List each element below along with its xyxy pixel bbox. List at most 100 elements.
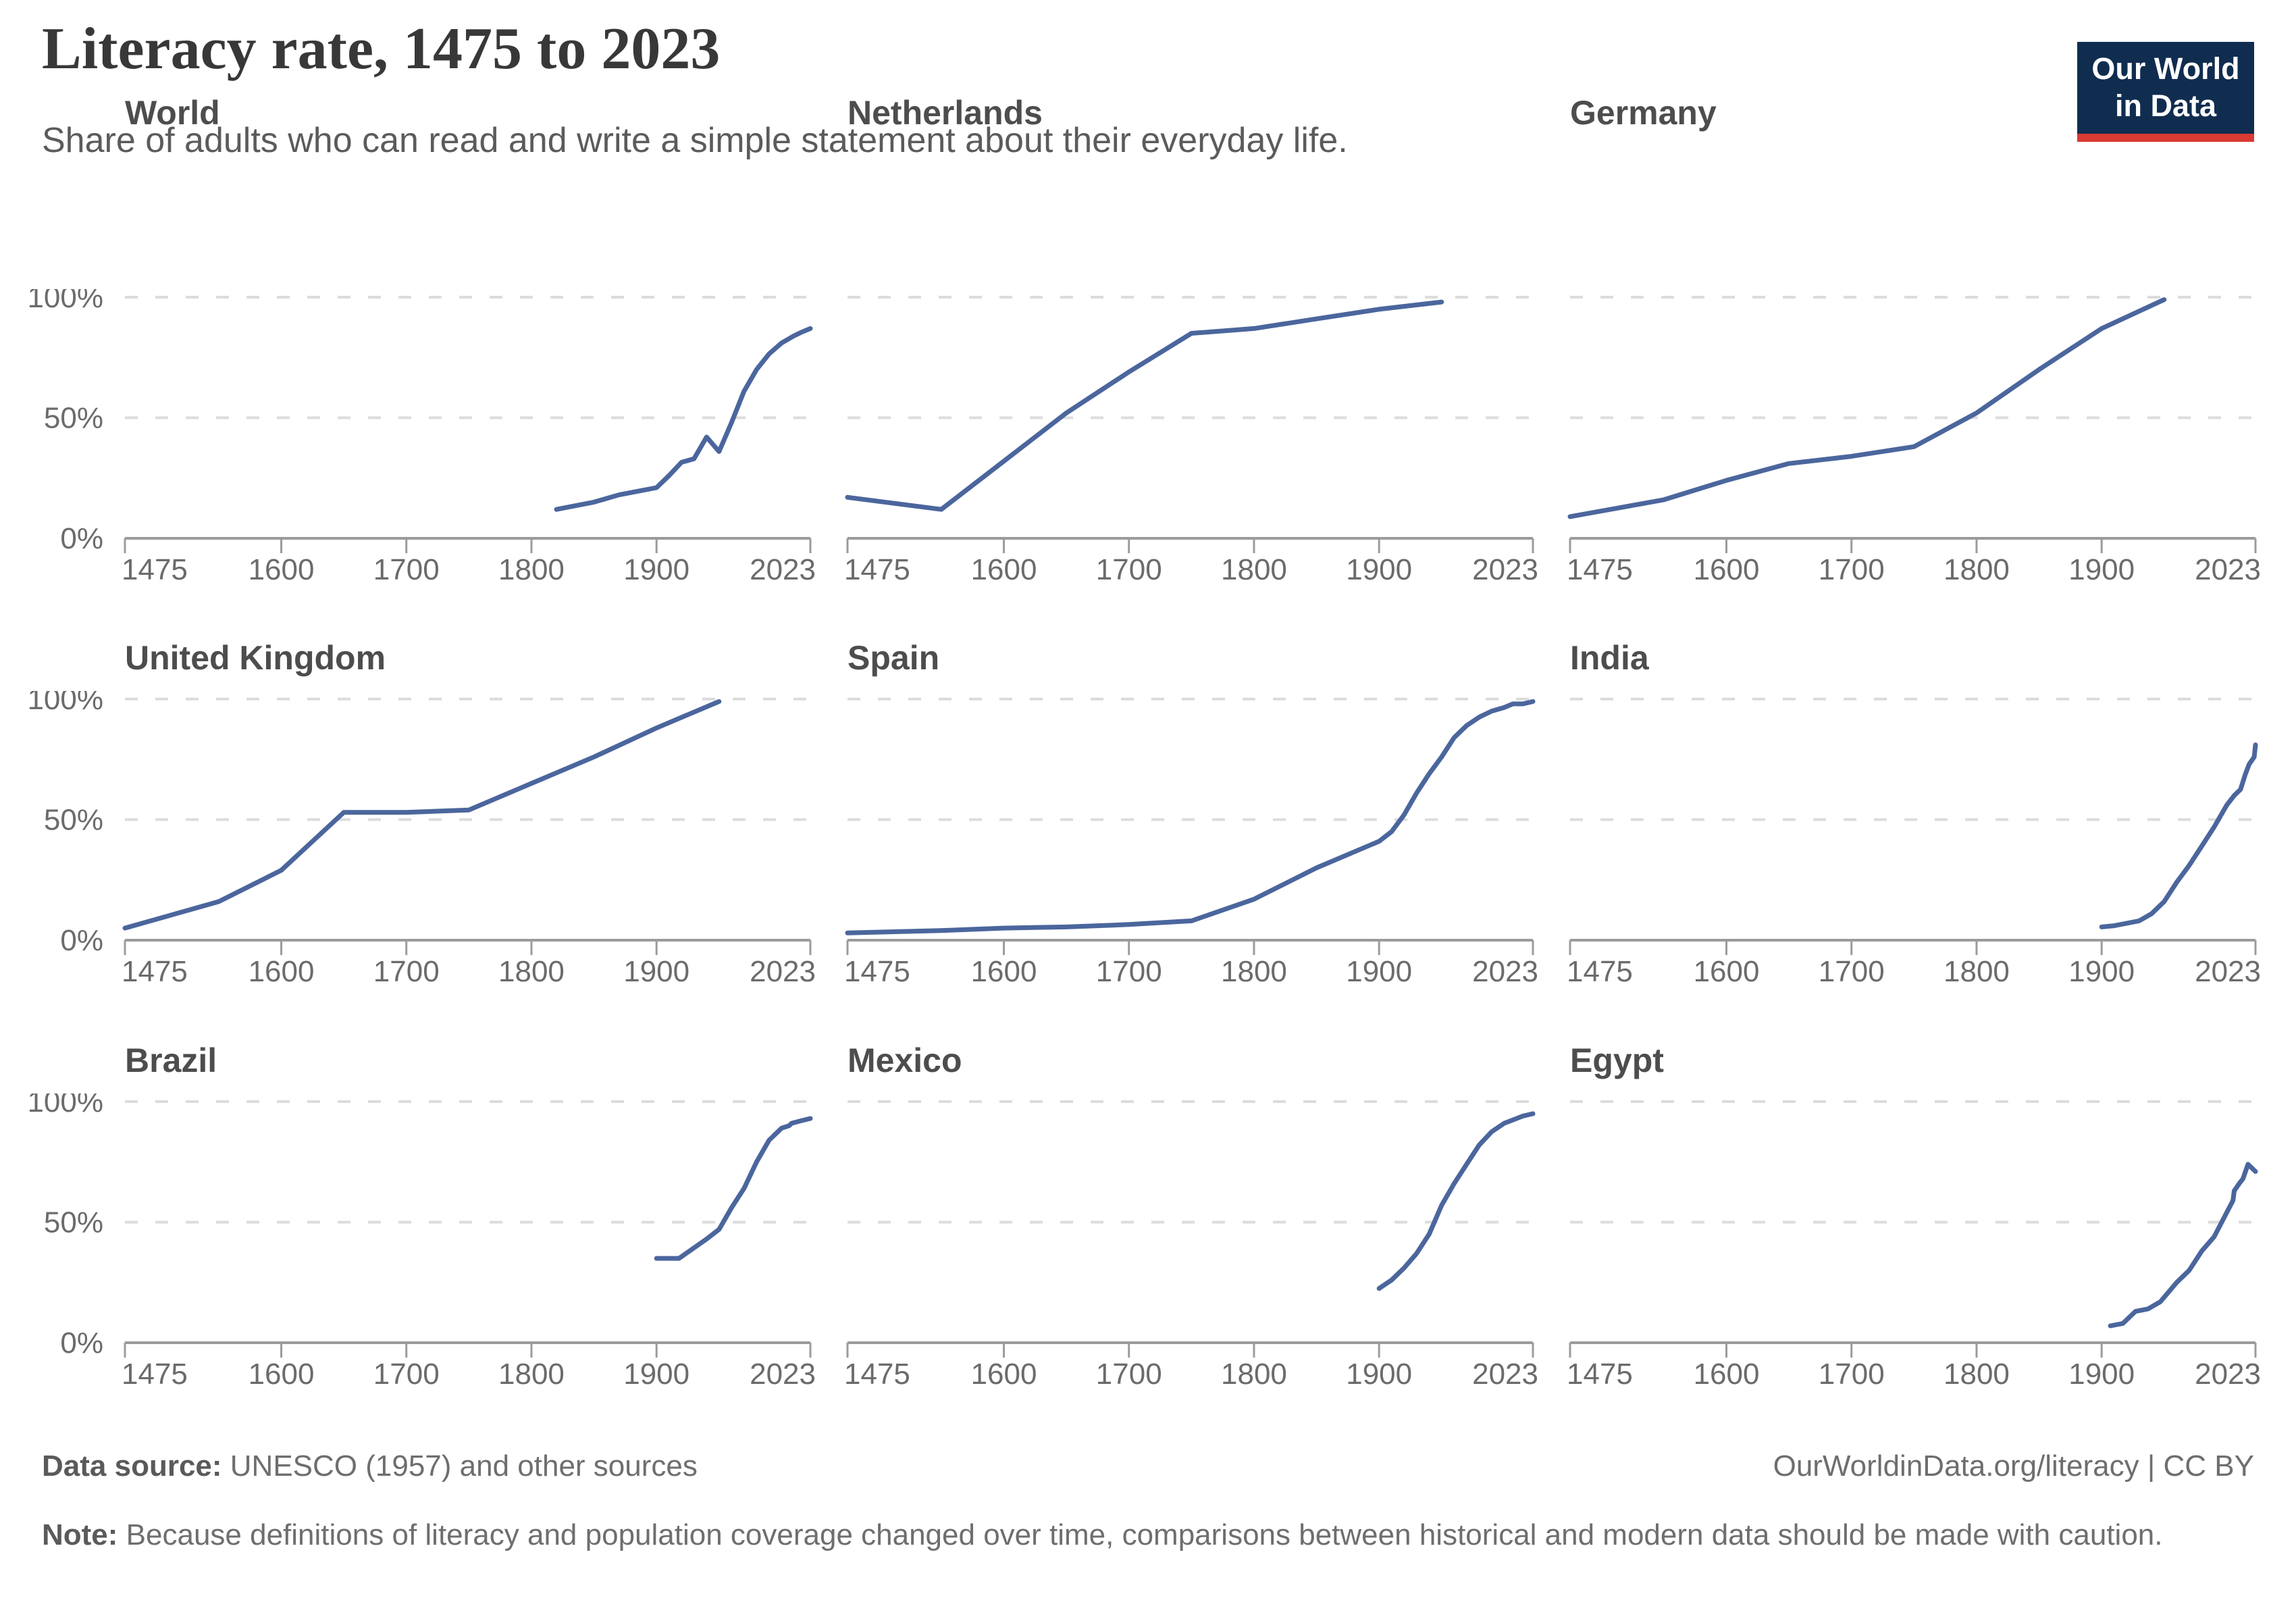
- x-tick-label-1475: 1475: [844, 553, 910, 586]
- chart-plot-united-kingdom: 1475 1600 1700 1800 1900 2023 0% 50% 100%: [27, 691, 816, 988]
- x-tick-label-2023: 2023: [750, 553, 816, 586]
- data-line-world: [554, 326, 813, 512]
- chart-plot-netherlands: 1475 1600 1700 1800 1900 2023: [844, 296, 1538, 586]
- x-tick-label-1800: 1800: [1221, 955, 1287, 988]
- x-tick-label-1475: 1475: [1567, 1358, 1633, 1391]
- x-tick-label-2023: 2023: [2195, 955, 2261, 988]
- x-tick-label-2023: 2023: [750, 1358, 816, 1391]
- x-tick-label-1475: 1475: [122, 955, 188, 988]
- x-tick-label-1900: 1900: [2068, 1358, 2135, 1391]
- chart-title-spain: Spain: [847, 639, 940, 677]
- x-tick-label-1800: 1800: [1943, 955, 2010, 988]
- data-line-mexico: [1376, 1111, 1536, 1291]
- data-source: Data source: UNESCO (1957) and other sou…: [42, 1449, 698, 1483]
- chart-title-netherlands: Netherlands: [847, 94, 1043, 132]
- x-tick-label-1800: 1800: [498, 553, 565, 586]
- x-tick-label-1475: 1475: [844, 955, 910, 988]
- x-tick-label-1600: 1600: [971, 955, 1037, 988]
- x-tick-label-1700: 1700: [1819, 553, 1885, 586]
- x-tick-label-1900: 1900: [623, 1358, 689, 1391]
- x-tick-label-1700: 1700: [373, 1358, 440, 1391]
- data-line-united-kingdom: [122, 699, 722, 931]
- x-tick-label-1700: 1700: [1096, 955, 1162, 988]
- x-tick-label-1600: 1600: [1694, 553, 1760, 586]
- chart-title-mexico: Mexico: [847, 1041, 962, 1079]
- x-tick-label-1800: 1800: [1221, 553, 1287, 586]
- data-line-brazil: [654, 1116, 813, 1261]
- chart-plot-germany: 1475 1600 1700 1800 1900 2023: [1567, 296, 2261, 586]
- page-title: Literacy rate, 1475 to 2023: [42, 16, 721, 82]
- y-axis-label-50: 50%: [44, 804, 103, 837]
- data-line-india: [2099, 742, 2258, 929]
- chart-plot-world: 1475 1600 1700 1800 1900 2023 0% 50% 100%: [27, 289, 816, 586]
- source-url[interactable]: OurWorldinData.org/literacy | CC BY: [1773, 1449, 2254, 1483]
- x-tick-label-1600: 1600: [249, 955, 315, 988]
- chart-title-world: World: [125, 94, 220, 132]
- x-tick-label-1900: 1900: [623, 553, 689, 586]
- x-tick-label-1900: 1900: [1346, 553, 1412, 586]
- x-tick-label-1600: 1600: [249, 1358, 315, 1391]
- x-tick-label-1800: 1800: [498, 1358, 565, 1391]
- chart-title-germany: Germany: [1570, 94, 1717, 132]
- x-tick-label-1900: 1900: [1346, 955, 1412, 988]
- y-axis-label-100: 100%: [27, 289, 103, 314]
- chart-title-united-kingdom: United Kingdom: [125, 639, 386, 677]
- chart-title-india: India: [1570, 639, 1649, 677]
- data-line-spain: [845, 699, 1536, 935]
- y-axis-label-0: 0%: [60, 924, 103, 957]
- owid-logo[interactable]: Our World in Data: [2077, 42, 2254, 142]
- x-tick-label-1900: 1900: [2068, 955, 2135, 988]
- chart-plot-brazil: 1475 1600 1700 1800 1900 2023 0% 50% 100%: [27, 1093, 816, 1391]
- chart-plot-india: 1475 1600 1700 1800 1900 2023: [1567, 698, 2261, 988]
- y-axis-label-50: 50%: [44, 402, 103, 435]
- y-axis-label-50: 50%: [44, 1206, 103, 1239]
- x-tick-label-2023: 2023: [2195, 553, 2261, 586]
- footer-note: Note: Because definitions of literacy an…: [42, 1512, 2257, 1559]
- x-tick-label-1900: 1900: [1346, 1358, 1412, 1391]
- note-text: Because definitions of literacy and popu…: [118, 1518, 2163, 1551]
- x-tick-label-1475: 1475: [1567, 553, 1633, 586]
- y-axis-label-0: 0%: [60, 1327, 103, 1360]
- x-tick-label-1900: 1900: [623, 955, 689, 988]
- chart-title-egypt: Egypt: [1570, 1041, 1664, 1079]
- x-tick-label-1600: 1600: [971, 553, 1037, 586]
- x-tick-label-2023: 2023: [1472, 955, 1538, 988]
- x-tick-label-1700: 1700: [1096, 553, 1162, 586]
- x-tick-label-1800: 1800: [1943, 1358, 2010, 1391]
- x-tick-label-1900: 1900: [2068, 553, 2135, 586]
- x-tick-label-1600: 1600: [971, 1358, 1037, 1391]
- x-tick-label-1475: 1475: [122, 1358, 188, 1391]
- y-axis-label-100: 100%: [27, 691, 103, 716]
- data-source-text: UNESCO (1957) and other sources: [221, 1449, 698, 1483]
- x-tick-label-1700: 1700: [373, 553, 440, 586]
- x-tick-label-1800: 1800: [1221, 1358, 1287, 1391]
- chart-plot-mexico: 1475 1600 1700 1800 1900 2023: [844, 1100, 1538, 1391]
- x-tick-label-1600: 1600: [1694, 1358, 1760, 1391]
- x-tick-label-1475: 1475: [844, 1358, 910, 1391]
- x-tick-label-1800: 1800: [498, 955, 565, 988]
- x-tick-label-2023: 2023: [1472, 1358, 1538, 1391]
- x-tick-label-1800: 1800: [1943, 553, 2010, 586]
- page-subtitle: Share of adults who can read and write a…: [42, 121, 1348, 160]
- x-tick-label-1600: 1600: [249, 553, 315, 586]
- data-line-germany: [1567, 297, 2167, 519]
- owid-logo-text: Our World in Data: [2091, 51, 2240, 123]
- x-tick-label-1475: 1475: [122, 553, 188, 586]
- x-tick-label-2023: 2023: [1472, 553, 1538, 586]
- note-label: Note:: [42, 1518, 118, 1551]
- data-line-netherlands: [845, 299, 1444, 512]
- x-tick-label-1700: 1700: [373, 955, 440, 988]
- y-axis-label-100: 100%: [27, 1093, 103, 1118]
- x-tick-label-2023: 2023: [750, 955, 816, 988]
- chart-title-brazil: Brazil: [125, 1041, 217, 1079]
- x-tick-label-2023: 2023: [2195, 1358, 2261, 1391]
- chart-plot-spain: 1475 1600 1700 1800 1900 2023: [844, 698, 1538, 988]
- x-tick-label-1700: 1700: [1819, 1358, 1885, 1391]
- y-axis-label-0: 0%: [60, 522, 103, 555]
- x-tick-label-1600: 1600: [1694, 955, 1760, 988]
- chart-plot-egypt: 1475 1600 1700 1800 1900 2023: [1567, 1100, 2261, 1391]
- x-tick-label-1700: 1700: [1096, 1358, 1162, 1391]
- data-line-egypt: [2108, 1162, 2258, 1329]
- data-source-label: Data source:: [42, 1449, 222, 1483]
